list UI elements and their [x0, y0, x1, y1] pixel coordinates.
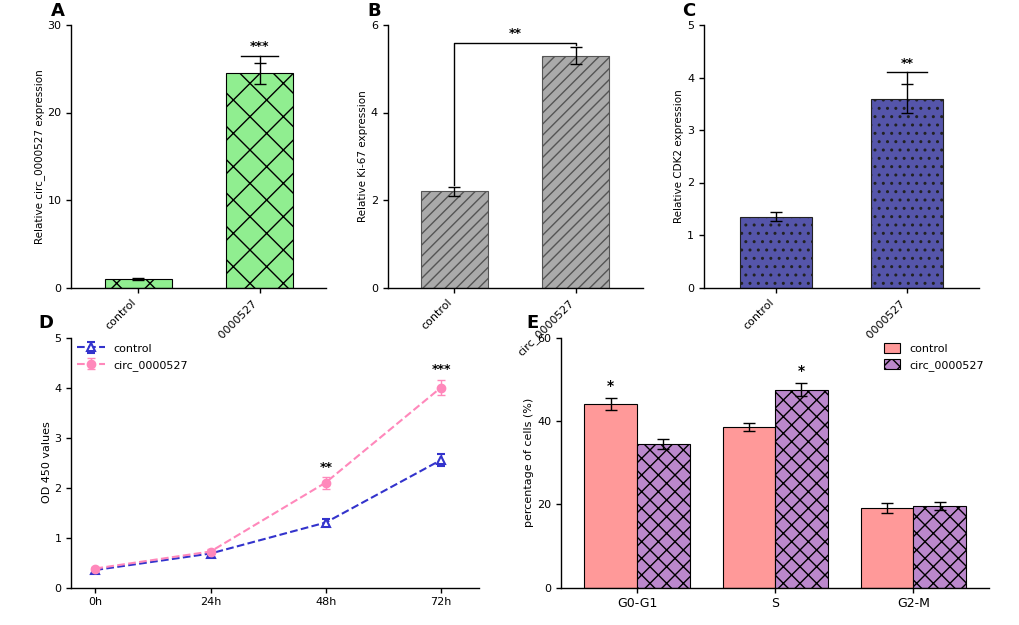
Bar [722, 427, 774, 588]
Bar [739, 217, 811, 288]
Bar [421, 191, 487, 288]
Y-axis label: percentage of cells (%): percentage of cells (%) [524, 398, 534, 527]
Bar [584, 404, 637, 588]
Text: C: C [681, 2, 694, 20]
Text: **: ** [508, 28, 521, 40]
Bar [105, 279, 171, 288]
Legend: control, circ_0000527: control, circ_0000527 [882, 343, 983, 371]
Text: A: A [51, 2, 65, 20]
Bar [860, 508, 912, 588]
Text: *: * [606, 379, 613, 393]
Text: B: B [367, 2, 380, 20]
Y-axis label: Relative Ki-67 expression: Relative Ki-67 expression [358, 91, 368, 222]
Y-axis label: Relative CDK2 expression: Relative CDK2 expression [674, 89, 684, 223]
Text: **: ** [900, 57, 913, 69]
Text: E: E [526, 314, 538, 332]
Bar [542, 56, 608, 288]
Text: *: * [797, 364, 804, 378]
Bar [912, 506, 965, 588]
Bar [774, 389, 826, 588]
Legend: control, circ_0000527: control, circ_0000527 [76, 343, 189, 371]
Y-axis label: OD 450 values: OD 450 values [42, 422, 52, 503]
Bar [637, 444, 689, 588]
Text: ***: *** [250, 40, 269, 53]
Bar [226, 73, 292, 288]
Text: **: ** [319, 461, 332, 474]
Text: ***: *** [431, 364, 450, 376]
Text: D: D [39, 314, 54, 332]
Bar [870, 99, 943, 288]
Y-axis label: Relative circ_0000527 expression: Relative circ_0000527 expression [34, 69, 45, 244]
